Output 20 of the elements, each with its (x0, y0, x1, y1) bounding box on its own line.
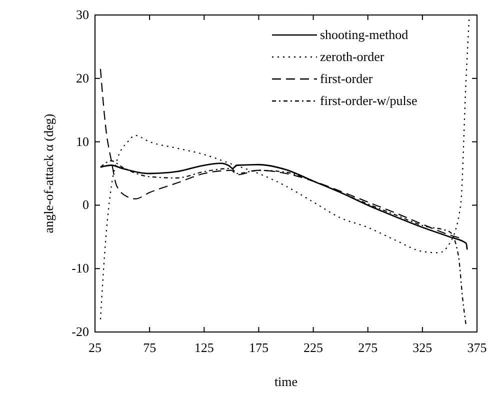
legend-label: zeroth-order (320, 49, 385, 64)
x-axis-title: time (274, 374, 298, 389)
x-tick-label: 125 (194, 340, 214, 355)
x-tick-label: 325 (412, 340, 432, 355)
legend-label: first-order (320, 71, 374, 86)
x-tick-label: 75 (143, 340, 156, 355)
legend-label: first-order-w/pulse (320, 93, 418, 108)
x-tick-label: 225 (304, 340, 324, 355)
legend-label: shooting-method (320, 27, 409, 42)
x-tick-label: 25 (88, 340, 102, 355)
x-tick-label: 175 (248, 340, 268, 355)
y-tick-label: 0 (82, 197, 89, 212)
y-axis-title: angle-of-attack α (deg) (41, 114, 56, 234)
y-tick-label: -10 (72, 260, 89, 276)
y-tick-label: 30 (76, 7, 89, 22)
y-tick-label: 20 (76, 70, 89, 86)
y-tick-label: 10 (76, 134, 89, 149)
y-tick-label: -20 (72, 324, 89, 339)
x-tick-label: 375 (467, 340, 487, 355)
x-tick-label: 275 (358, 340, 378, 355)
